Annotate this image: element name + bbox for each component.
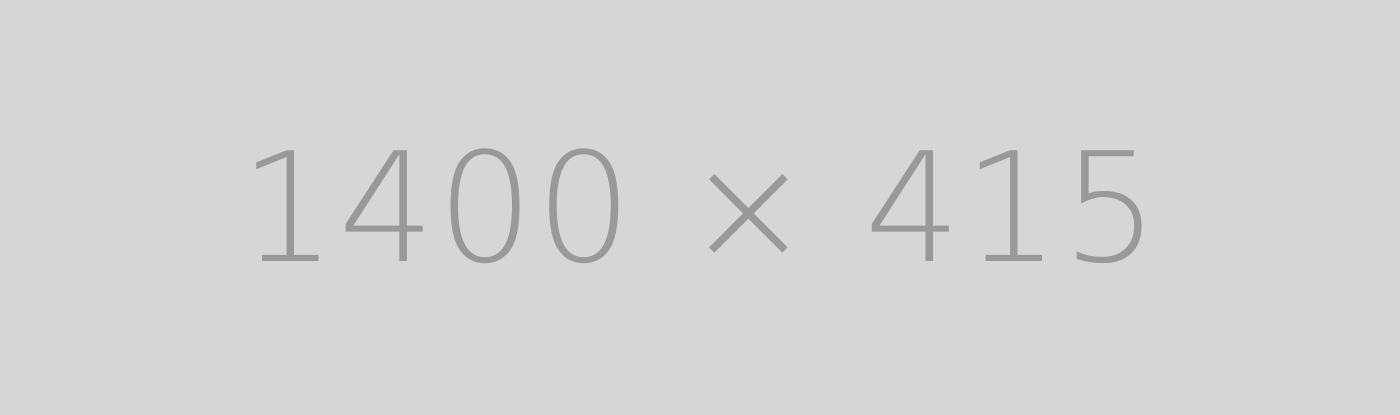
placeholder-dimensions-label: 1400 × 415 [239,119,1161,297]
